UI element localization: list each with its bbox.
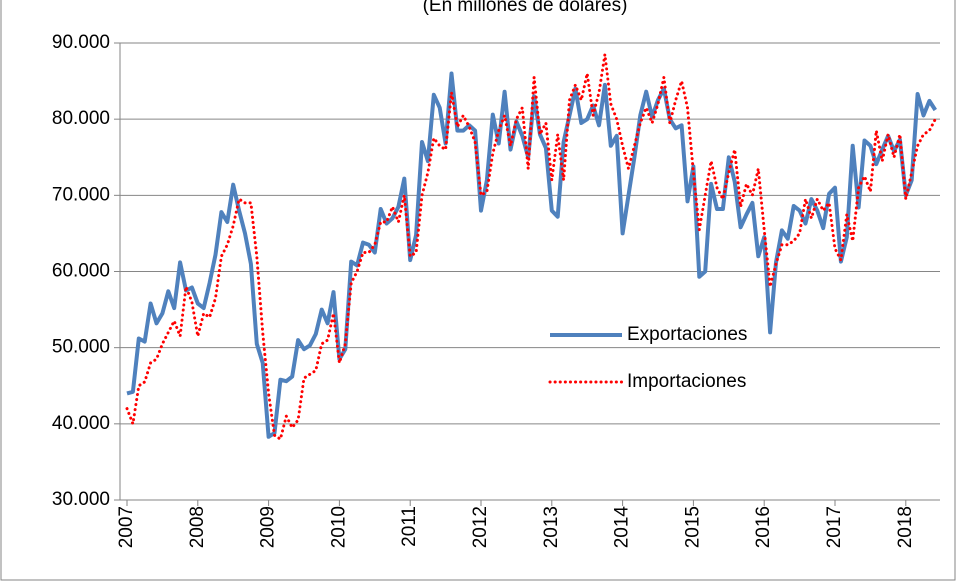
y-tick-label: 70.000 [52,184,110,205]
x-tick-label: 2011 [399,506,420,547]
y-tick-label: 90.000 [52,32,110,53]
x-tick-label: 2007 [116,506,137,548]
y-tick-label: 60.000 [52,261,110,282]
x-tick-label: 2016 [753,506,774,548]
y-tick-label: 40.000 [52,413,110,434]
x-tick-label: 2014 [612,506,633,549]
x-tick-label: 2013 [541,506,562,548]
x-tick-label: 2017 [824,506,845,548]
series-line [126,71,937,439]
y-tick-label: 30.000 [52,489,110,510]
legend-label: Importaciones [627,371,746,392]
chart-title: (En millones de dólares) [423,0,628,16]
x-tick-label: 2009 [258,506,279,548]
y-tick-label: 80.000 [52,108,110,129]
y-tick-label: 50.000 [52,337,110,358]
x-tick-label: 2018 [895,506,916,548]
x-tick-label: 2008 [187,506,208,548]
legend-label: Exportaciones [627,324,747,345]
x-tick-label: 2015 [682,506,703,548]
x-tick-label: 2010 [328,506,349,548]
x-tick-label: 2012 [470,506,491,548]
series-line [125,52,937,441]
